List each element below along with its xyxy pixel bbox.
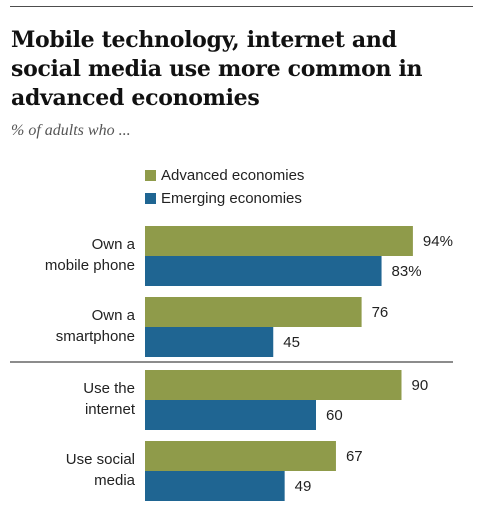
chart-title: Mobile technology, internet and social m…: [11, 27, 423, 111]
bar-advanced-1: [145, 297, 362, 327]
legend: Advanced economies Emerging economies: [145, 164, 304, 210]
value-label-emerging-2: 60: [326, 407, 343, 424]
bar-emerging-2: [145, 400, 316, 430]
legend-item-advanced: Advanced economies: [145, 164, 304, 187]
bar-advanced-3: [145, 441, 336, 471]
top-rule: [10, 6, 473, 7]
category-label-0: Own a mobile phone: [45, 236, 136, 274]
legend-label-advanced: Advanced economies: [161, 167, 305, 184]
bar-emerging-1: [145, 327, 274, 357]
legend-label-emerging: Emerging economies: [161, 190, 302, 207]
bar-advanced-0: [145, 226, 413, 256]
category-label-2: Use the internet: [83, 380, 136, 418]
category-label-1: Own a smartphone: [56, 307, 136, 345]
bar-emerging-3: [145, 471, 285, 501]
value-label-emerging-1: 45: [283, 334, 300, 351]
legend-swatch-advanced: [145, 170, 156, 181]
value-label-advanced-0: 94%: [423, 233, 453, 250]
value-label-emerging-3: 49: [295, 478, 312, 495]
value-label-advanced-1: 76: [372, 304, 389, 321]
category-label-3: Use social media: [66, 451, 136, 489]
value-label-advanced-3: 67: [346, 448, 363, 465]
legend-item-emerging: Emerging economies: [145, 187, 304, 210]
bar-emerging-0: [145, 256, 382, 286]
legend-swatch-emerging: [145, 193, 156, 204]
chart-subtitle: % of adults who ...: [11, 122, 131, 139]
bar-advanced-2: [145, 370, 402, 400]
value-label-emerging-0: 83%: [392, 263, 422, 280]
value-label-advanced-2: 90: [412, 377, 429, 394]
